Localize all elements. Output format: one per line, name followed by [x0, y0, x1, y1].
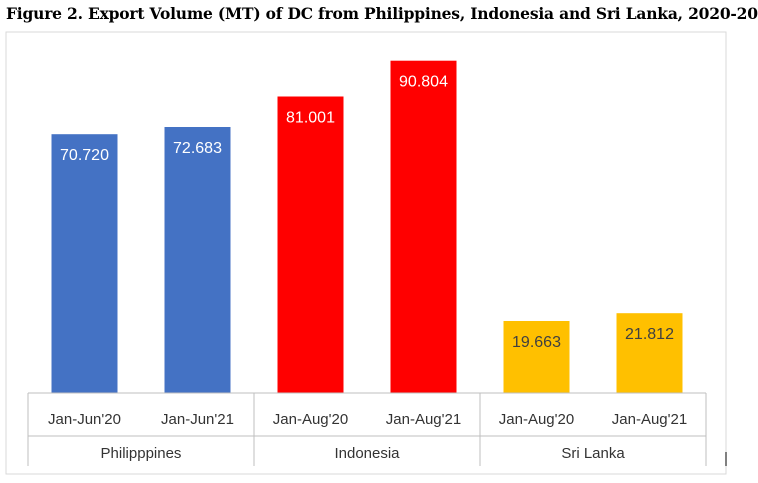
category-tick-label: Jan-Jun'20 [48, 411, 121, 428]
bar-data-label: 90.804 [399, 74, 448, 91]
group-label-indonesia: Indonesia [334, 445, 400, 462]
chart-title: Figure 2. Export Volume (MT) of DC from … [6, 4, 758, 23]
bar-sri-lanka-1 [503, 321, 570, 393]
bars-layer: 70.720 72.683 81.001 90.804 19.663 21.812 [51, 60, 683, 393]
category-tick-label: Jan-Aug'20 [273, 411, 348, 428]
chart-frame [5, 31, 727, 475]
category-axis: Jan-Jun'20 Jan-Jun'21 Jan-Aug'20 Jan-Aug'21… [27, 392, 707, 466]
category-tick-label: Jan-Aug'21 [386, 411, 461, 428]
category-tick-label: Jan-Aug'21 [612, 411, 687, 428]
category-tick-label: Jan-Jun'21 [161, 411, 234, 428]
group-label-philipppines: Philipppines [101, 445, 182, 462]
bar-philipppines-2 [164, 127, 231, 393]
bar-data-label: 19.663 [512, 334, 561, 351]
bar-data-label: 81.001 [286, 110, 335, 127]
category-tick-label: Jan-Aug'20 [499, 411, 574, 428]
bar-philipppines-1 [51, 134, 118, 393]
bar-data-label: 70.720 [60, 147, 109, 164]
bar-data-label: 72.683 [173, 140, 222, 157]
bar-indonesia-1 [277, 96, 344, 393]
bar-data-label: 21.812 [625, 326, 674, 343]
group-label-sri-lanka: Sri Lanka [561, 445, 625, 462]
bar-sri-lanka-2 [616, 313, 683, 393]
bar-indonesia-2 [390, 60, 457, 393]
